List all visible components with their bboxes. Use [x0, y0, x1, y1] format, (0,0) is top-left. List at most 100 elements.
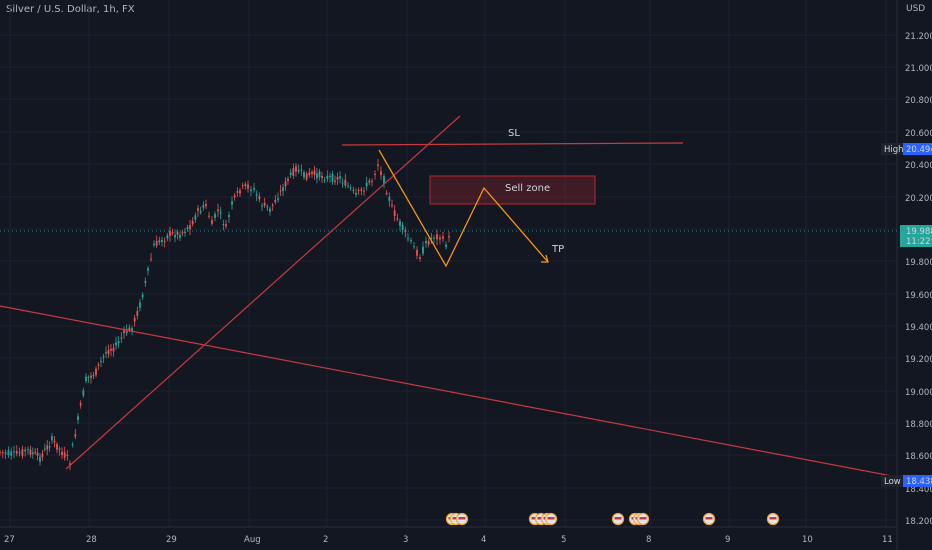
candle [377, 164, 379, 167]
candle [300, 169, 303, 171]
candle [161, 239, 163, 242]
candle [371, 181, 373, 183]
candle [339, 176, 341, 179]
candle [144, 281, 147, 283]
candle [39, 456, 41, 462]
event-icon[interactable] [766, 512, 780, 526]
candle [292, 168, 295, 176]
y-tick: 18.800 [905, 420, 932, 430]
y-tick: 19.400 [905, 323, 932, 333]
candle [326, 175, 329, 179]
candle [271, 204, 274, 206]
high-tag-label-bg [881, 143, 903, 155]
candle [197, 208, 199, 211]
price-axis[interactable]: 21.200 21.000 20.800 20.600 20.400 20.20… [905, 32, 932, 527]
candle [225, 224, 227, 227]
candle [117, 341, 120, 344]
stop-loss-line[interactable] [341, 142, 684, 146]
candle [305, 173, 308, 180]
economic-events[interactable] [445, 512, 780, 526]
candle [87, 377, 90, 379]
candle [222, 224, 225, 226]
currency-label: USD [906, 4, 926, 14]
grid [0, 0, 897, 527]
candle [344, 179, 347, 186]
flag-stripe [705, 517, 713, 520]
candle [407, 238, 409, 240]
sell-zone-box[interactable] [429, 175, 596, 205]
candle [399, 221, 401, 226]
low-tag-label: Low [884, 477, 901, 487]
y-tick: 19.000 [905, 388, 932, 398]
candle [63, 452, 66, 458]
candle [171, 232, 174, 234]
candle [269, 208, 271, 212]
candle [433, 237, 435, 239]
candle [430, 237, 433, 239]
time-axis[interactable]: 27 28 29 Aug 2 3 4 5 8 9 10 11 [4, 535, 893, 545]
candle [316, 173, 318, 179]
candle [388, 196, 391, 201]
event-icon[interactable] [611, 512, 625, 526]
candle [184, 231, 186, 233]
candle [139, 302, 141, 308]
projected-path[interactable] [378, 149, 549, 268]
candle [318, 171, 321, 178]
candle [92, 375, 95, 377]
event-icon[interactable] [702, 512, 716, 526]
candle [51, 436, 53, 441]
x-tick: 9 [725, 535, 730, 545]
candle [166, 235, 169, 239]
candle [416, 249, 418, 256]
candle [282, 187, 284, 191]
candle [393, 210, 396, 217]
flag-stripe [458, 517, 466, 520]
sl-label: SL [508, 128, 520, 139]
candle [131, 328, 133, 332]
candle [261, 205, 263, 207]
candle [233, 195, 236, 198]
candle [231, 201, 233, 205]
event-icon[interactable] [455, 512, 469, 526]
candle [374, 173, 376, 175]
candle [347, 185, 349, 187]
candle [31, 452, 34, 455]
candle [46, 445, 49, 450]
high-tag-value: 20.494 [906, 145, 932, 155]
candle [336, 176, 339, 180]
candle [133, 317, 136, 322]
flag-stripe [614, 517, 622, 520]
event-icon[interactable] [544, 512, 558, 526]
candle [181, 232, 184, 234]
ascending-trendline[interactable] [65, 115, 461, 470]
candle [18, 452, 21, 454]
low-tag-value-bg [903, 475, 932, 487]
candle [41, 453, 44, 458]
high-tag-value-bg [903, 143, 932, 155]
candle [380, 171, 382, 175]
candle [85, 376, 87, 381]
candle [295, 165, 297, 172]
candle [43, 448, 46, 450]
candle [174, 234, 176, 238]
candle [1, 452, 4, 454]
x-tick: 5 [561, 535, 566, 545]
x-tick: 28 [86, 535, 97, 545]
x-tick: 8 [646, 535, 651, 545]
event-icon[interactable] [636, 512, 650, 526]
candle [263, 202, 266, 206]
candle [74, 434, 77, 437]
candle [110, 348, 112, 351]
candles [0, 158, 450, 471]
candle [10, 451, 13, 456]
candle [448, 236, 450, 238]
chart-title: Silver / U.S. Dollar, 1h, FX [6, 4, 135, 15]
candle [115, 342, 117, 346]
y-tick: 21.200 [905, 32, 932, 42]
candle [13, 451, 15, 453]
candle [120, 337, 123, 339]
high-tag-label: High [884, 145, 904, 155]
descending-trendline[interactable] [0, 305, 898, 478]
